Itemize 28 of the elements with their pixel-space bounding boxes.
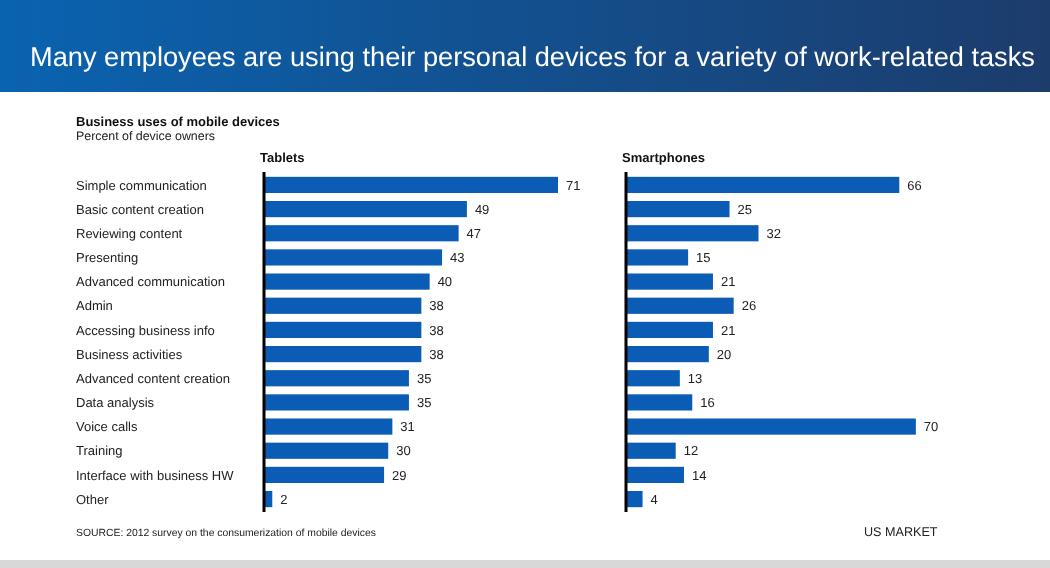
bar <box>626 490 643 508</box>
bar <box>264 321 422 339</box>
bar <box>626 176 900 194</box>
bar <box>626 370 680 387</box>
bar <box>626 442 676 459</box>
bar <box>264 273 430 290</box>
bar <box>264 466 385 483</box>
bar <box>264 249 443 266</box>
bar <box>264 225 459 242</box>
bar <box>626 345 709 363</box>
bar <box>264 297 422 314</box>
bar <box>626 321 713 339</box>
bar <box>264 176 558 194</box>
bar <box>264 394 409 411</box>
bar <box>264 418 393 435</box>
bar <box>264 442 389 459</box>
bar <box>626 466 684 483</box>
bar <box>626 225 759 242</box>
bar <box>626 418 916 435</box>
text: Many employees are using their personal devices for a variety of work-related tasks <box>30 42 1036 72</box>
bar <box>264 201 467 218</box>
bar <box>264 345 422 363</box>
bar <box>626 297 734 314</box>
bar <box>626 394 693 411</box>
bar <box>626 273 713 290</box>
bar <box>264 370 409 387</box>
bar <box>626 201 730 218</box>
bar <box>626 249 689 266</box>
